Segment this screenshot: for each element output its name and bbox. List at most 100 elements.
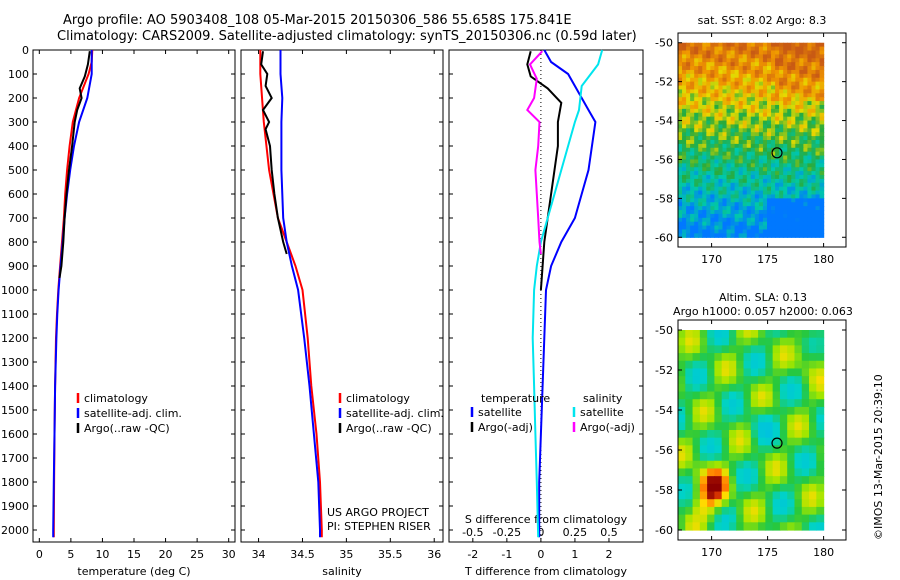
map-cell bbox=[714, 101, 720, 106]
map-cell bbox=[710, 194, 715, 199]
map-cell bbox=[702, 221, 707, 227]
map-cell bbox=[766, 50, 772, 55]
map-cell bbox=[694, 217, 699, 223]
map-cell bbox=[779, 178, 784, 184]
header-line-1: Argo profile: AO 5903408_108 05-Mar-2015… bbox=[63, 13, 572, 28]
map-cell bbox=[678, 198, 683, 203]
map-cell bbox=[765, 437, 774, 446]
map-cell bbox=[730, 136, 736, 141]
map-cell bbox=[738, 108, 744, 114]
map-cell bbox=[758, 445, 766, 454]
map-cell bbox=[762, 58, 768, 63]
map-cell bbox=[794, 430, 803, 439]
map-cell bbox=[807, 217, 813, 223]
map-cell bbox=[775, 85, 780, 91]
map-cell bbox=[750, 186, 756, 192]
map-cell bbox=[791, 221, 796, 227]
map-cell bbox=[678, 182, 683, 188]
map-cell bbox=[706, 229, 711, 234]
map-cell bbox=[714, 120, 720, 126]
map-cell bbox=[799, 46, 804, 52]
ytick-label: 700 bbox=[8, 212, 29, 225]
map-cell bbox=[734, 147, 740, 153]
map-cell bbox=[742, 225, 748, 231]
map-cell bbox=[787, 73, 792, 79]
map-cell bbox=[730, 104, 736, 110]
map-cell bbox=[771, 229, 776, 234]
map-cell bbox=[686, 147, 691, 153]
map-cell bbox=[775, 190, 780, 196]
map-cell bbox=[726, 132, 732, 137]
map-cell bbox=[738, 81, 744, 87]
map-cell bbox=[779, 468, 788, 477]
map-cell bbox=[678, 116, 683, 122]
map-cell bbox=[754, 175, 760, 180]
map-cell bbox=[726, 206, 732, 211]
map-cell bbox=[795, 58, 800, 63]
map-cell bbox=[762, 73, 768, 79]
map-cell bbox=[758, 483, 766, 493]
map-cell bbox=[706, 112, 711, 118]
map-cell bbox=[685, 414, 694, 423]
map-cell bbox=[794, 422, 803, 431]
map-cell bbox=[775, 46, 780, 52]
map-cell bbox=[746, 62, 752, 67]
map-cell bbox=[815, 62, 821, 67]
map-cell bbox=[791, 62, 796, 67]
map-cell bbox=[743, 368, 752, 377]
map-cell bbox=[803, 101, 809, 106]
sst-map-title: sat. SST: 8.02 Argo: 8.3 bbox=[698, 14, 827, 27]
map-cell bbox=[771, 116, 776, 122]
map-cell bbox=[815, 194, 821, 199]
map-cell bbox=[799, 190, 804, 196]
map-cell bbox=[799, 62, 804, 67]
map-cell bbox=[799, 233, 804, 238]
map-cell bbox=[738, 66, 744, 71]
map-cell bbox=[714, 175, 720, 180]
map-cell bbox=[722, 93, 728, 98]
map-cell bbox=[728, 483, 737, 493]
map-cell bbox=[714, 66, 720, 71]
map-cell bbox=[771, 190, 776, 196]
map-cell bbox=[746, 77, 752, 83]
map-cell bbox=[799, 155, 804, 161]
map-cell bbox=[730, 120, 736, 126]
map-cell bbox=[730, 46, 736, 52]
map-cell bbox=[706, 167, 711, 172]
map-cell bbox=[726, 112, 732, 118]
map-cell bbox=[811, 147, 817, 153]
map-cell bbox=[690, 112, 695, 118]
map-cell bbox=[718, 128, 724, 133]
map-cell bbox=[685, 430, 694, 439]
map-cell bbox=[743, 506, 752, 516]
map-cell bbox=[779, 453, 788, 462]
map-cell bbox=[707, 483, 715, 493]
map-cell bbox=[783, 97, 788, 102]
map-cell bbox=[783, 136, 788, 141]
map-cell bbox=[819, 104, 825, 110]
series-line-climatology bbox=[259, 50, 323, 538]
map-cell bbox=[783, 233, 788, 238]
map-cell bbox=[714, 483, 723, 493]
map-cell bbox=[726, 73, 732, 79]
map-cell bbox=[819, 66, 825, 71]
map-cell bbox=[726, 81, 732, 87]
map-cell bbox=[678, 483, 686, 493]
map-cell bbox=[692, 353, 701, 362]
map-cell bbox=[807, 58, 813, 63]
map-cell bbox=[758, 522, 766, 531]
map-cell bbox=[811, 89, 817, 94]
map-cell bbox=[730, 182, 736, 188]
map-cell bbox=[807, 85, 813, 91]
map-cell bbox=[758, 225, 764, 231]
map-cell bbox=[791, 132, 796, 137]
map-cell bbox=[772, 406, 781, 416]
map-cell bbox=[816, 345, 825, 354]
legend-label: climatology bbox=[84, 392, 148, 405]
project-annotation: US ARGO PROJECT bbox=[327, 506, 429, 519]
map-cell bbox=[678, 506, 686, 516]
map-cell bbox=[771, 77, 776, 83]
map-cell bbox=[694, 128, 699, 133]
map-cell bbox=[775, 101, 780, 106]
map-cell bbox=[762, 140, 768, 145]
